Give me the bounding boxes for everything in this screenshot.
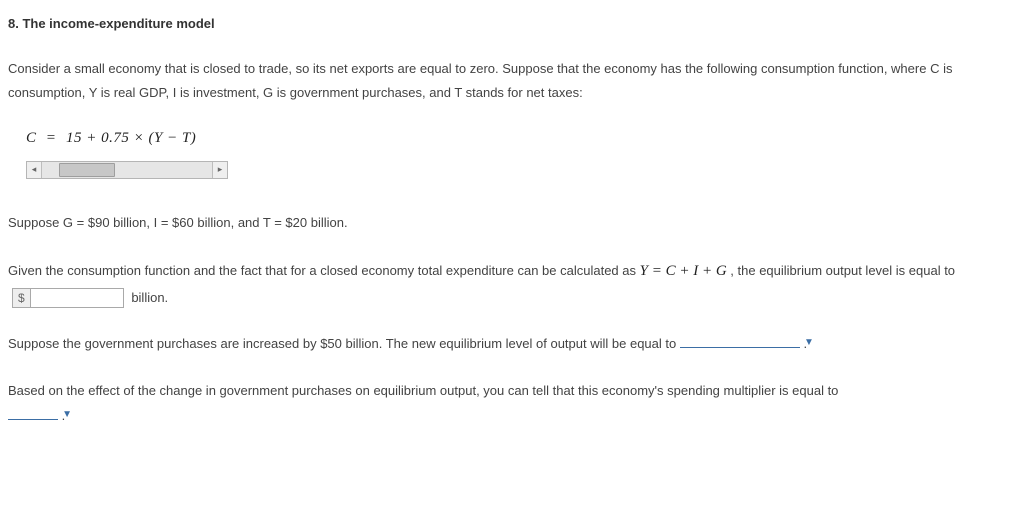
- question-heading: 8. The income-expenditure model: [8, 12, 1016, 37]
- expenditure-equation: Y = C + I + G: [640, 263, 727, 279]
- multiplier-paragraph: Based on the effect of the change in gov…: [8, 379, 1016, 428]
- new-equilibrium-paragraph: Suppose the government purchases are inc…: [8, 332, 1016, 357]
- p3-text-a: Suppose the government purchases are inc…: [8, 336, 680, 351]
- equation-equals: =: [47, 130, 56, 146]
- scroll-track[interactable]: [42, 162, 212, 178]
- equilibrium-output-paragraph: Given the consumption function and the f…: [8, 257, 1016, 310]
- chevron-down-icon: ▼: [804, 333, 814, 352]
- horizontal-scrollbar[interactable]: ◂ ▸: [26, 161, 228, 179]
- scroll-right-icon[interactable]: ▸: [212, 162, 227, 178]
- new-equilibrium-dropdown[interactable]: ▼: [680, 335, 800, 348]
- given-values: Suppose G = $90 billion, I = $60 billion…: [8, 211, 1016, 236]
- multiplier-dropdown[interactable]: ▼: [8, 407, 58, 420]
- equation-rhs: 15 + 0.75 × (Y − T): [66, 130, 196, 146]
- question-page: 8. The income-expenditure model Consider…: [0, 0, 1024, 467]
- p2-text-a: Given the consumption function and the f…: [8, 263, 640, 278]
- currency-prefix: $: [12, 288, 30, 308]
- equilibrium-output-input[interactable]: [30, 288, 124, 308]
- equation-lhs: C: [26, 130, 37, 146]
- scroll-left-icon[interactable]: ◂: [27, 162, 42, 178]
- scroll-thumb[interactable]: [59, 163, 115, 177]
- consumption-equation: C = 15 + 0.75 × (Y − T): [26, 124, 1016, 153]
- equilibrium-output-input-wrap: $: [12, 288, 124, 308]
- p2-text-c: billion.: [131, 290, 168, 305]
- p4-text-a: Based on the effect of the change in gov…: [8, 383, 838, 398]
- p2-text-b: , the equilibrium output level is equal …: [730, 263, 955, 278]
- intro-paragraph: Consider a small economy that is closed …: [8, 57, 1016, 106]
- chevron-down-icon: ▼: [62, 405, 72, 424]
